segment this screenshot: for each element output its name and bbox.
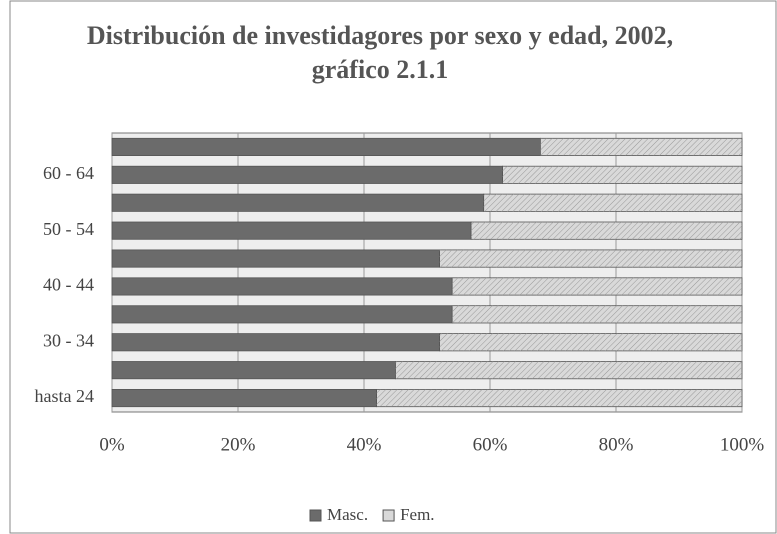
bar-hatch [540,138,742,156]
bar-segment [111,361,396,380]
bar-segment [111,165,504,184]
x-tick-label: 60% [473,434,508,455]
bar-segment [111,333,441,352]
y-tick-label: 50 - 54 [43,219,94,239]
y-tick-label: 40 - 44 [43,275,94,295]
bar-hatch [376,389,742,407]
x-tick-label: 100% [720,434,765,455]
bar-hatch [483,194,742,212]
legend-label: Masc. [327,505,368,524]
bar-hatch [471,222,742,240]
bar-hatch [452,305,742,323]
bar-segment [111,249,441,268]
chart-title: Distribución de investidagores por sexo … [87,21,673,50]
frame [9,0,777,534]
y-tick-label: 30 - 34 [43,330,94,350]
bar-segment [111,137,541,156]
bar-hatch [439,333,742,351]
legend-label: Fem. [400,505,434,524]
bar-hatch [502,166,742,184]
x-tick-label: 20% [221,434,256,455]
x-tick-label: 80% [599,434,634,455]
y-tick-label: 60 - 64 [43,163,94,183]
bar-segment [111,277,453,296]
y-tick-label: hasta 24 [35,386,94,406]
bar-segment [111,389,378,408]
bar-hatch [452,277,742,296]
bar-segment [111,193,485,212]
legend-swatch [382,509,395,522]
bar-hatch [395,361,742,379]
bar-segment [111,305,453,324]
x-tick-label: 0% [99,434,125,455]
bar-hatch [439,249,742,268]
x-tick-label: 40% [347,434,382,455]
chart-title: gráfico 2.1.1 [312,55,448,84]
legend-swatch [309,509,322,522]
bar-segment [111,221,472,240]
